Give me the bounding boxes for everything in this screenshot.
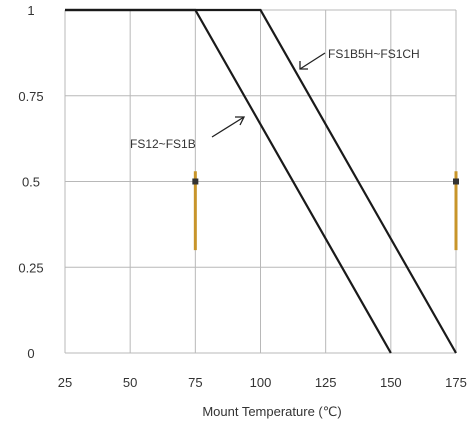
x-tick-label: 25 [58, 375, 72, 390]
annotation-arrows [211, 52, 326, 138]
annotation-arrow [299, 52, 326, 70]
y-tick-label: 0.5 [22, 175, 40, 190]
x-tick-label: 100 [250, 375, 272, 390]
annotation-arrowhead [235, 116, 246, 126]
x-tick-label: 75 [188, 375, 202, 390]
x-tick-label: 50 [123, 375, 137, 390]
tick-labels: 25 50 75 100 125 150 175 0 0.25 0.5 0.75 1 [18, 3, 467, 390]
x-tick-label: 125 [315, 375, 337, 390]
marker-point [192, 178, 199, 185]
annotation-label: FS12~FS1B [130, 137, 196, 151]
annotation-label: FS1B5H~FS1CH [328, 47, 420, 61]
y-tick-label: 0.75 [18, 89, 43, 104]
y-tick-label: 0 [27, 346, 34, 361]
series-line [65, 8, 457, 354]
annotation-arrow [211, 116, 245, 138]
grid [64, 9, 457, 354]
y-tick-label: 0.25 [18, 260, 43, 275]
x-tick-label: 150 [380, 375, 402, 390]
x-tick-label: 175 [445, 375, 467, 390]
y-tick-label: 1 [27, 3, 34, 18]
marker-point [453, 178, 459, 185]
annotation-labels: FS12~FS1B FS1B5H~FS1CH [130, 47, 420, 151]
marker-bars [192, 171, 459, 251]
x-axis-label: Mount Temperature (℃) [202, 404, 341, 419]
series-lines [65, 8, 457, 354]
annotation-arrowhead [299, 61, 308, 70]
